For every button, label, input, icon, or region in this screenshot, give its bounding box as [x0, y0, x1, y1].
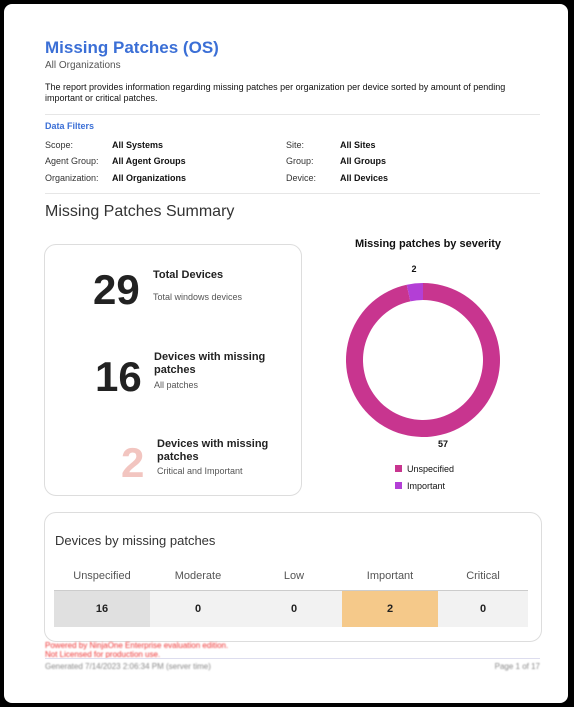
filter-label: Scope:: [45, 140, 74, 150]
generated: Generated 7/14/2023 2:06:34 PM (server t…: [45, 662, 211, 671]
filter-label: Agent Group:: [45, 156, 99, 166]
description: The report provides information regardin…: [45, 82, 506, 103]
filters-title: Data Filters: [45, 121, 95, 131]
subtitle: All Organizations: [45, 60, 121, 71]
summary-title: Missing Patches Summary: [45, 203, 235, 220]
kpi-value: 2: [121, 439, 145, 486]
filter-label: Site:: [286, 140, 305, 150]
legend-swatch: [395, 482, 402, 489]
data-label: 2: [411, 264, 416, 274]
donut-slice: [406, 283, 423, 302]
column-header: Low: [283, 570, 305, 582]
legend-label: Unspecified: [407, 464, 454, 474]
column-header: Important: [366, 570, 414, 582]
report-page: Missing Patches (OS) All Organizations T…: [4, 4, 568, 703]
cell: 2: [342, 591, 438, 627]
filter-value: All Agent Groups: [112, 156, 186, 166]
kpi-value: 16: [95, 353, 142, 400]
legend-swatch: [395, 465, 402, 472]
legend-label: Important: [407, 481, 446, 491]
divider: [45, 193, 540, 194]
column-header: Unspecified: [73, 570, 131, 582]
filter-value: All Systems: [112, 140, 164, 150]
kpi-note: Critical and Important: [157, 466, 243, 476]
filter-value: All Organizations: [112, 173, 187, 183]
filter-value: All Sites: [340, 140, 376, 150]
footer-rule: [45, 658, 540, 659]
page-number: Page 1 of 17: [494, 662, 540, 671]
title: Missing Patches (OS): [45, 38, 219, 57]
column-header: Moderate: [174, 570, 222, 582]
notice: Not Licensed for production use.: [45, 650, 161, 659]
kpi-label: Devices with missing patches: [157, 438, 269, 463]
kpi-note: All patches: [154, 380, 199, 390]
cell: 16: [54, 591, 150, 627]
cell: 0: [246, 591, 342, 627]
cell: 0: [150, 591, 246, 627]
kpi-value: 29: [93, 266, 140, 313]
filter-label: Group:: [286, 156, 314, 166]
table-title: Devices by missing patches: [55, 533, 216, 548]
filter-label: Organization:: [45, 173, 99, 183]
kpi-note: Total windows devices: [153, 292, 243, 302]
data-label: 57: [438, 439, 448, 449]
kpi-label: Total Devices: [153, 269, 224, 281]
column-header: Critical: [466, 570, 500, 582]
chart-title: Missing patches by severity: [355, 238, 502, 250]
header-rule: [54, 590, 528, 591]
filter-value: All Groups: [340, 156, 387, 166]
filter-value: All Devices: [340, 173, 389, 183]
severity-chart: Missing patches by severity 57 Unspecifie…: [346, 238, 502, 491]
kpi-label: Devices with missing patches: [154, 351, 266, 376]
kpi-card: [44, 244, 302, 496]
donut-slice: [346, 283, 500, 437]
divider: [45, 114, 540, 115]
table-card: [44, 512, 542, 642]
notice: Powered by NinjaOne Enterprise evaluatio…: [45, 641, 229, 650]
filter-label: Device:: [286, 173, 317, 183]
cell: 0: [438, 591, 528, 627]
